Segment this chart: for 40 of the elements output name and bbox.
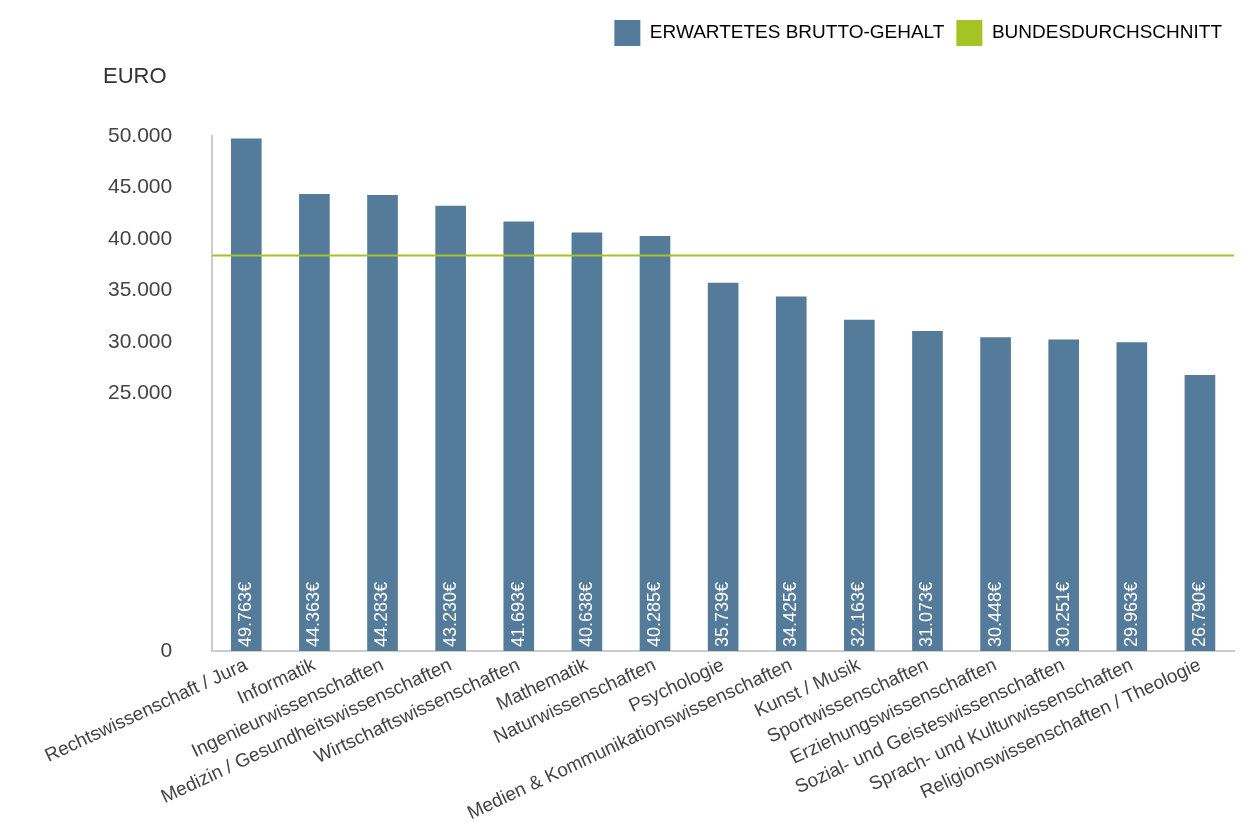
bar xyxy=(1116,342,1148,651)
data-label: 44.283€ xyxy=(371,581,392,647)
bar xyxy=(571,232,603,651)
bar xyxy=(1184,375,1216,651)
legend-label: BUNDESDURCHSCHNITT xyxy=(991,21,1223,43)
data-label: 41.693€ xyxy=(507,581,528,647)
bar xyxy=(707,282,739,651)
data-label: 43.230€ xyxy=(439,581,460,647)
bar xyxy=(775,296,807,651)
data-label: 35.739€ xyxy=(712,581,733,647)
data-label: 30.448€ xyxy=(984,581,1005,647)
bar xyxy=(299,194,330,651)
data-label: 34.425€ xyxy=(780,581,801,647)
y-tick-label: 50.000 xyxy=(108,122,173,146)
bar xyxy=(503,221,535,651)
bar xyxy=(844,319,875,651)
bar xyxy=(639,236,671,651)
data-label: 30.251€ xyxy=(1052,581,1073,647)
bar xyxy=(912,330,943,651)
y-tick-label: 40.000 xyxy=(108,225,173,249)
bar xyxy=(435,205,466,651)
bar xyxy=(367,194,398,651)
bar xyxy=(230,138,262,651)
bar xyxy=(1048,339,1080,651)
y-tick-label: 30.000 xyxy=(108,328,173,352)
data-label: 32.163€ xyxy=(848,581,869,647)
y-tick-label: 35.000 xyxy=(108,277,173,301)
data-label: 40.285€ xyxy=(643,581,664,647)
legend-label: ERWARTETES BRUTTO-GEHALT xyxy=(649,21,945,43)
data-label: 29.963€ xyxy=(1120,581,1141,647)
y-tick-label: 25.000 xyxy=(108,380,173,404)
data-label: 26.790€ xyxy=(1188,581,1209,647)
bar xyxy=(980,337,1011,651)
data-label: 31.073€ xyxy=(916,581,937,647)
y-tick-label: 45.000 xyxy=(108,174,173,198)
data-label: 49.763€ xyxy=(235,581,256,647)
data-label: 44.363€ xyxy=(303,581,324,647)
y-axis-title: EURO xyxy=(103,63,167,89)
data-label: 40.638€ xyxy=(575,581,596,647)
y-tick-label: 0 xyxy=(160,637,173,661)
